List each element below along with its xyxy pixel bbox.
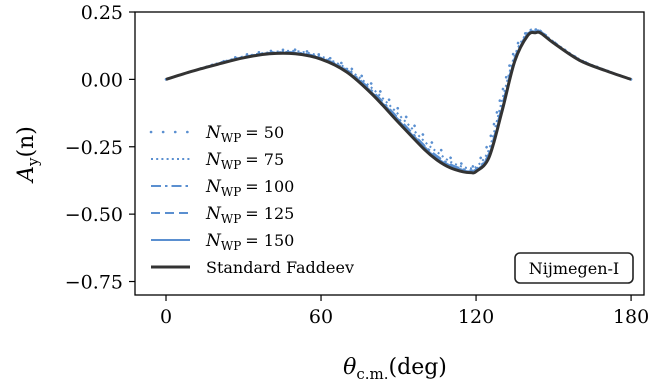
- y-tick-label: −0.75: [65, 272, 123, 294]
- legend-label-2: NWP = 100: [205, 177, 294, 199]
- x-tick-label: 0: [160, 306, 172, 328]
- x-tick-label: 120: [458, 306, 494, 328]
- y-axis-title: Ay(n): [14, 126, 42, 184]
- series-line-2: [165, 29, 632, 172]
- y-tick-label: 0.00: [81, 69, 123, 91]
- y-tick-label: −0.25: [65, 137, 123, 159]
- axis-ticks: 0 60 120 180 0.25 0.00 −0.25 −0.50 −0.75: [65, 2, 649, 328]
- y-tick-label: −0.50: [65, 204, 123, 226]
- series-line-0: [164, 27, 633, 168]
- series-line-4: [165, 30, 632, 174]
- legend-label-4: NWP = 150: [205, 231, 294, 253]
- legend-label-1: NWP = 75: [205, 150, 284, 172]
- legend: NWP = 50 NWP = 75 NWP = 100 NWP = 125 NWP = 150 St…: [149, 123, 354, 277]
- x-tick-label: 60: [309, 306, 333, 328]
- plot-frame: [134, 11, 645, 296]
- annotation-box: [514, 252, 634, 284]
- x-axis-title: θc.m.(deg): [343, 355, 447, 383]
- series-layer: [164, 27, 633, 175]
- annotation-text: Nijmegen-I: [529, 259, 619, 278]
- legend-label-5: Standard Faddeev: [206, 258, 354, 277]
- y-tick-label: 0.25: [81, 2, 123, 24]
- legend-label-0: NWP = 50: [205, 123, 284, 145]
- series-line-3: [165, 29, 632, 173]
- x-tick-label: 180: [613, 306, 649, 328]
- annotation-badge: Nijmegen-I: [514, 252, 634, 284]
- series-line-5: [165, 30, 632, 175]
- legend-label-3: NWP = 125: [205, 204, 294, 226]
